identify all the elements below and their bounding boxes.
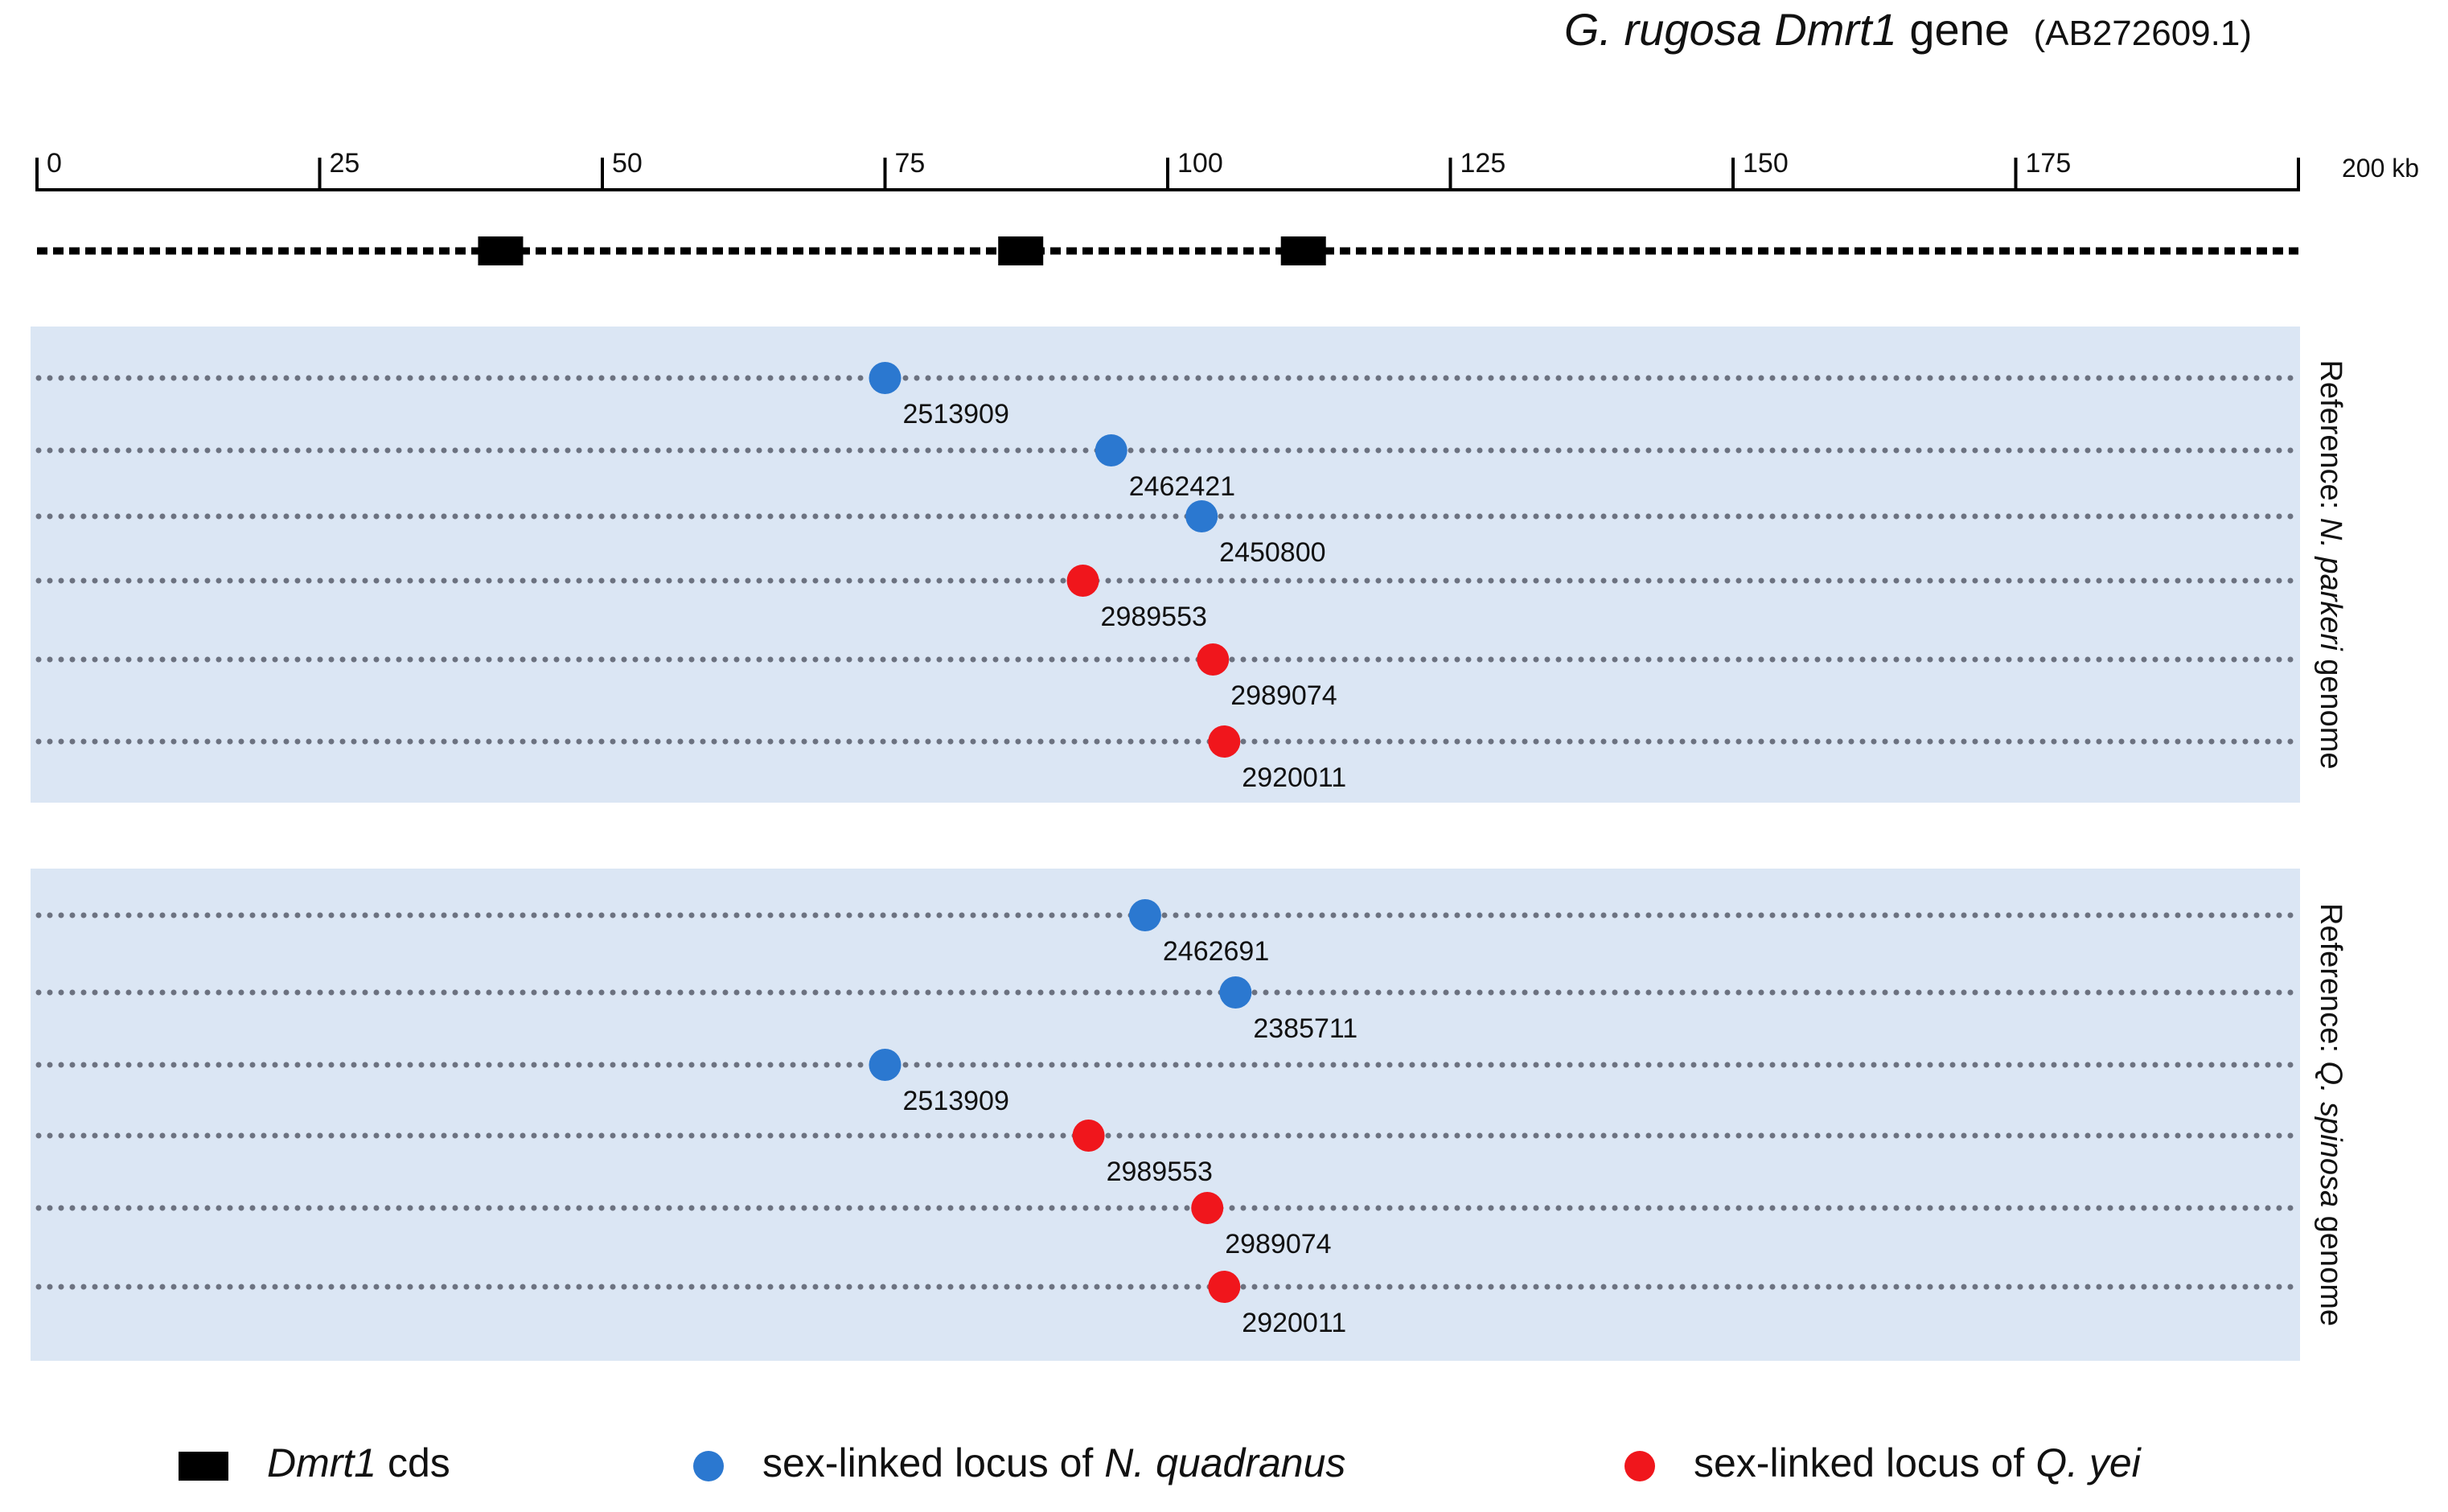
locus-dot	[1095, 434, 1127, 466]
locus-id-label: 2989553	[1107, 1157, 1213, 1187]
locus-id-label: 2920011	[1242, 1308, 1346, 1338]
ruler-tick-label: 175	[2026, 148, 2072, 179]
figure-title: G. rugosa Dmrt1 gene (AB272609.1)	[1564, 3, 2252, 55]
locus-id-label: 2462691	[1163, 936, 1269, 967]
locus-dot	[1185, 500, 1218, 532]
title-word: gene	[1909, 4, 2010, 55]
legend-cds-label: cds	[376, 1440, 450, 1485]
title-gene: Dmrt1	[1774, 4, 1897, 55]
locus-dot	[1219, 976, 1252, 1009]
ruler-tick-label: 75	[895, 148, 926, 179]
locus-id-label: 2450800	[1219, 537, 1325, 568]
locus-dot	[1191, 1192, 1224, 1224]
cds-block	[1280, 236, 1326, 265]
legend-cds: Dmrt1 cds	[179, 1440, 450, 1486]
title-accession: (AB272609.1)	[2033, 14, 2252, 53]
legend-cds-gene: Dmrt1	[267, 1440, 377, 1485]
locus-dot	[869, 362, 902, 394]
reference-label: Reference: Q. spinosa genome	[2314, 903, 2347, 1326]
ruler-tick-label: 25	[330, 148, 360, 179]
locus-id-label: 2989074	[1230, 680, 1337, 711]
locus-id-label: 2989074	[1225, 1229, 1331, 1259]
title-species: G. rugosa	[1563, 4, 1762, 55]
blue-dot-icon	[693, 1450, 724, 1481]
locus-dot	[869, 1049, 902, 1081]
locus-dot	[1197, 643, 1230, 676]
ruler-end-label: 200 kb	[2342, 154, 2419, 183]
locus-dot	[1208, 725, 1241, 758]
locus-id-label: 2462421	[1129, 471, 1235, 502]
locus-dot	[1128, 899, 1161, 931]
gene-locus-map: 0 25 50 75 100 125 150 175 200 kb251390924624212…	[31, 148, 2419, 1361]
legend-red-label: sex-linked locus of	[1694, 1440, 2036, 1485]
locus-id-label: 2513909	[903, 1086, 1009, 1116]
locus-id-label: 2920011	[1242, 762, 1346, 793]
cds-block	[998, 236, 1044, 265]
reference-panel-1: 2513909 2462421 2450800 2989553 2989074 29200…	[31, 327, 2347, 803]
legend-red: sex-linked locus of Q. yei	[1624, 1440, 2141, 1486]
locus-id-label: 2513909	[903, 399, 1009, 429]
legend-blue: sex-linked locus of N. quadranus	[693, 1440, 1345, 1486]
reference-suffix: genome	[2314, 1207, 2347, 1326]
ruler-tick-label: 150	[1743, 148, 1789, 179]
locus-id-label: 2989553	[1101, 602, 1207, 632]
reference-label: Reference: N. parkeri genome	[2314, 360, 2347, 769]
panel-background	[31, 869, 2300, 1361]
ruler-tick-label: 0	[47, 148, 62, 179]
locus-dot	[1066, 565, 1099, 597]
ruler-tick-label: 50	[612, 148, 643, 179]
cds-block	[478, 236, 524, 265]
ruler-tick-label: 125	[1460, 148, 1506, 179]
locus-dot	[1072, 1120, 1105, 1152]
reference-prefix: Reference:	[2314, 360, 2347, 517]
red-dot-icon	[1624, 1450, 1655, 1481]
reference-prefix: Reference:	[2314, 903, 2347, 1061]
reference-species: N. parkeri	[2314, 518, 2347, 651]
panel-background	[31, 327, 2300, 803]
reference-species: Q. spinosa	[2314, 1061, 2347, 1207]
reference-panel-2: 2462691 2385711 2513909 2989553 2989074 29200…	[31, 869, 2347, 1361]
legend-blue-label: sex-linked locus of	[762, 1440, 1105, 1485]
cds-square-icon	[179, 1451, 228, 1481]
reference-suffix: genome	[2314, 651, 2347, 770]
ruler-tick-label: 100	[1177, 148, 1223, 179]
locus-dot	[1208, 1271, 1241, 1303]
legend-blue-species: N. quadranus	[1104, 1440, 1346, 1485]
legend-red-species: Q. yei	[2035, 1440, 2141, 1485]
locus-id-label: 2385711	[1253, 1013, 1357, 1044]
